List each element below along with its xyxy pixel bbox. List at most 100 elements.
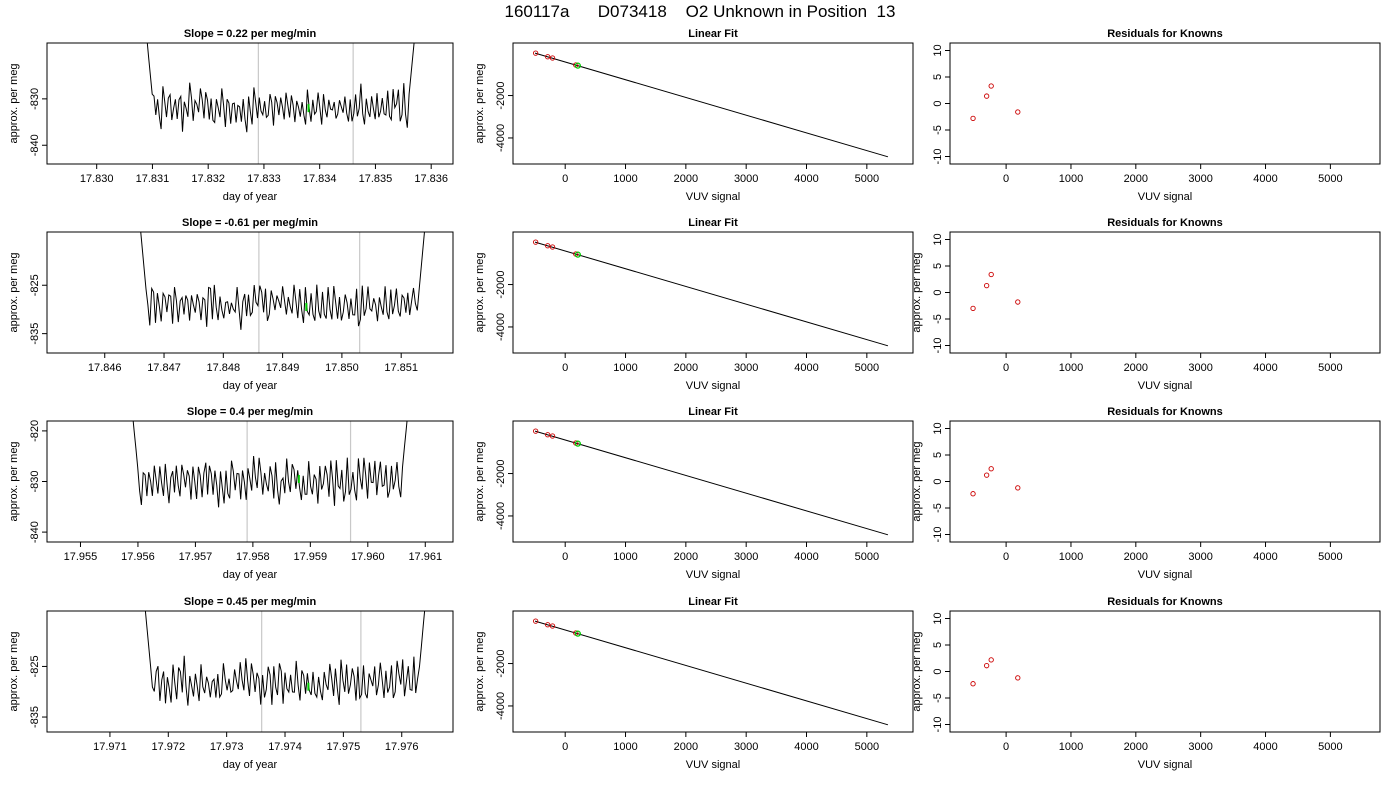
panel-fit-row-0: Linear Fit 0 1000 2000 3000 4000 5000 -2000 -400…: [474, 28, 914, 203]
x-tick-label: 2000: [674, 551, 698, 563]
y-tick-label: -10: [932, 527, 944, 543]
y-tick-label: -2000: [495, 459, 507, 487]
x-tick-label: 17.833: [247, 173, 281, 185]
x-tick-label: 17.959: [294, 551, 328, 563]
plot-frame: [512, 610, 914, 733]
x-tick-label: 17.975: [327, 741, 361, 753]
x-tick-label: 5000: [855, 362, 879, 374]
x-tick-label: 3000: [1188, 741, 1212, 753]
residual-point: [984, 663, 990, 669]
panel-residuals-row-0: Residuals for Knowns 0 1000 2000 3000 4000 500…: [932, 28, 1381, 203]
x-axis-label: VUV signal: [686, 380, 740, 392]
x-tick-label: 4000: [794, 551, 818, 563]
residual-point: [988, 271, 994, 278]
timeseries-trace: [144, 611, 426, 706]
residual-point: [970, 681, 976, 687]
residual-point: [988, 657, 994, 663]
x-tick-label: 4000: [794, 362, 818, 374]
x-tick-label: 4000: [1253, 551, 1277, 563]
x-tick-label: 17.848: [206, 362, 240, 374]
x-tick-label: 17.973: [210, 741, 244, 753]
figure-title: 160117a D073418 O2 Unknown in Position 1…: [504, 2, 896, 21]
x-axis-label: VUV signal: [686, 569, 740, 581]
residual-point: [984, 472, 990, 478]
plot-area: [970, 83, 1021, 121]
fit-line: [534, 52, 889, 158]
x-tick-label: 0: [562, 173, 568, 185]
x-axis-label: day of year: [223, 759, 278, 771]
panel-title: Slope = -0.61 per meg/min: [182, 217, 318, 229]
x-tick-label: 3000: [1188, 173, 1212, 185]
x-tick-label: 17.971: [93, 741, 127, 753]
x-axis-label: VUV signal: [1138, 759, 1192, 771]
y-tick-label: -820: [29, 420, 41, 442]
plot-area: [970, 271, 1021, 312]
y-axis-label: approx. per meg: [8, 63, 20, 143]
unknown-point: [574, 440, 581, 447]
timeseries-trace: [146, 43, 415, 133]
x-tick-label: 5000: [1318, 741, 1342, 753]
known-point: [545, 432, 551, 438]
x-tick-label: 5000: [1318, 362, 1342, 374]
known-point: [545, 622, 551, 628]
y-axis-label: approx. per meg: [8, 252, 20, 332]
y-tick-label: -825: [29, 655, 41, 677]
x-axis-label: day of year: [223, 191, 278, 203]
plot-frame: [46, 420, 454, 543]
known-point: [549, 433, 556, 439]
x-tick-label: 17.956: [121, 551, 155, 563]
fit-line: [534, 430, 889, 536]
known-point: [549, 55, 556, 61]
x-tick-label: 17.849: [266, 362, 300, 374]
x-tick-label: 2000: [1124, 551, 1148, 563]
y-tick-label: -10: [932, 149, 944, 165]
panel-fit-row-3: Linear Fit 0 1000 2000 3000 4000 5000 -2000 -400…: [474, 596, 914, 771]
x-tick-label: 4000: [1253, 741, 1277, 753]
x-tick-label: 17.974: [268, 741, 302, 753]
panel-residuals-row-1: Residuals for Knowns 0 1000 2000 3000 4000 500…: [911, 217, 1381, 392]
timeseries-trace: [132, 421, 408, 508]
y-tick-label: 10: [932, 44, 944, 56]
x-tick-label: 1000: [1059, 551, 1083, 563]
y-tick-label: 10: [932, 422, 944, 434]
fit-line: [534, 241, 889, 347]
x-tick-label: 17.851: [384, 362, 418, 374]
panel-title: Linear Fit: [688, 28, 738, 40]
x-tick-label: 4000: [794, 173, 818, 185]
y-tick-label: -2000: [495, 81, 507, 109]
residual-point: [984, 93, 990, 99]
plot-frame: [512, 231, 914, 354]
x-tick-label: 2000: [1124, 362, 1148, 374]
x-axis-label: VUV signal: [1138, 569, 1192, 581]
residual-point: [988, 466, 994, 472]
panel-title: Slope = 0.45 per meg/min: [184, 596, 317, 608]
residual-point: [984, 282, 990, 289]
x-tick-label: 0: [1003, 741, 1009, 753]
x-tick-label: 3000: [734, 551, 758, 563]
plot-frame: [512, 420, 914, 543]
x-tick-label: 5000: [855, 741, 879, 753]
known-point: [549, 244, 556, 250]
x-tick-label: 17.972: [151, 741, 185, 753]
y-tick-label: -10: [932, 717, 944, 733]
y-tick-label: -2000: [495, 649, 507, 677]
x-tick-label: 17.846: [88, 362, 122, 374]
plot-area: [146, 43, 415, 164]
known-point: [532, 50, 539, 56]
x-tick-label: 0: [1003, 173, 1009, 185]
plot-area: [532, 239, 889, 347]
y-tick-label: 10: [932, 612, 944, 624]
x-tick-label: 17.834: [303, 173, 337, 185]
panel-timeseries-row-3: Slope = 0.45 per meg/min 17.971 17.972 17.9…: [8, 596, 454, 771]
panel-title: Slope = 0.22 per meg/min: [184, 28, 317, 40]
plot-area: [970, 466, 1021, 497]
x-tick-label: 2000: [674, 741, 698, 753]
x-tick-label: 5000: [855, 551, 879, 563]
x-tick-label: 17.847: [147, 362, 181, 374]
known-point: [532, 618, 539, 624]
x-tick-label: 0: [562, 551, 568, 563]
y-tick-label: -840: [29, 521, 41, 543]
x-tick-label: 17.958: [236, 551, 270, 563]
y-axis-label: approx. per meg: [8, 441, 20, 521]
